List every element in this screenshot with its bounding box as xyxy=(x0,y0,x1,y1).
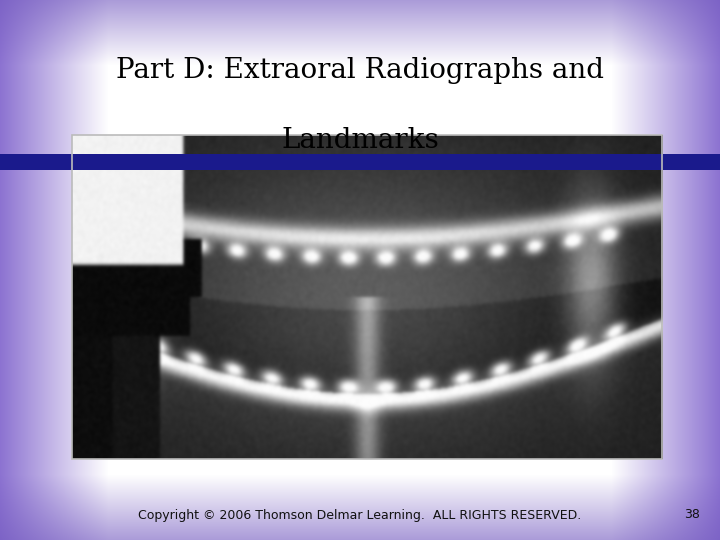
Text: Part D: Extraoral Radiographs and: Part D: Extraoral Radiographs and xyxy=(116,57,604,84)
Bar xyxy=(0,154,720,170)
Text: Landmarks: Landmarks xyxy=(281,127,439,154)
Text: Copyright © 2006 Thomson Delmar Learning.  ALL RIGHTS RESERVED.: Copyright © 2006 Thomson Delmar Learning… xyxy=(138,509,582,522)
Text: 38: 38 xyxy=(684,509,700,522)
Bar xyxy=(72,135,662,459)
